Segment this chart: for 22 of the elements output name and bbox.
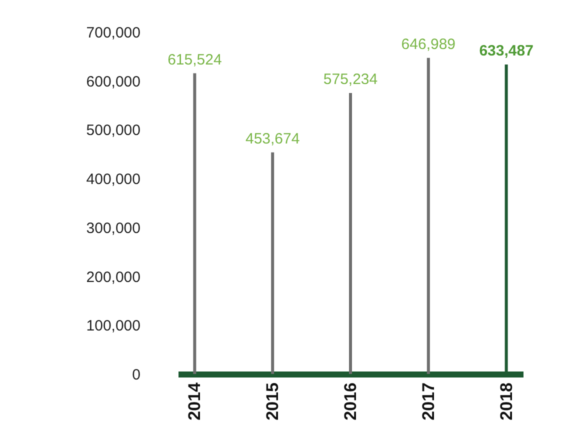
y-tick-label: 300,000 — [86, 220, 140, 237]
data-label: 615,524 — [168, 51, 222, 68]
y-tick-label: 0 — [132, 366, 140, 384]
y-tick-label: 100,000 — [86, 318, 140, 335]
x-tick-label: 2014 — [185, 382, 204, 420]
x-tick-label: 2017 — [418, 382, 438, 420]
y-tick-label: 700,000 — [86, 24, 140, 42]
x-tick-label: 2018 — [496, 382, 516, 420]
bar — [271, 152, 274, 374]
bar — [349, 92, 352, 374]
y-tick-label: 400,000 — [86, 171, 140, 188]
data-label: 646,989 — [401, 36, 456, 53]
x-tick-label: 2016 — [341, 382, 360, 420]
x-tick-label: 2015 — [263, 382, 282, 420]
data-label: 633,487 — [479, 42, 534, 60]
y-tick-label: 500,000 — [86, 122, 140, 140]
data-label: 453,674 — [245, 130, 300, 148]
bar — [193, 73, 196, 374]
bar — [426, 58, 430, 374]
y-tick-label: 600,000 — [86, 73, 140, 90]
data-label: 575,234 — [323, 70, 378, 88]
y-tick-label: 200,000 — [86, 268, 140, 286]
